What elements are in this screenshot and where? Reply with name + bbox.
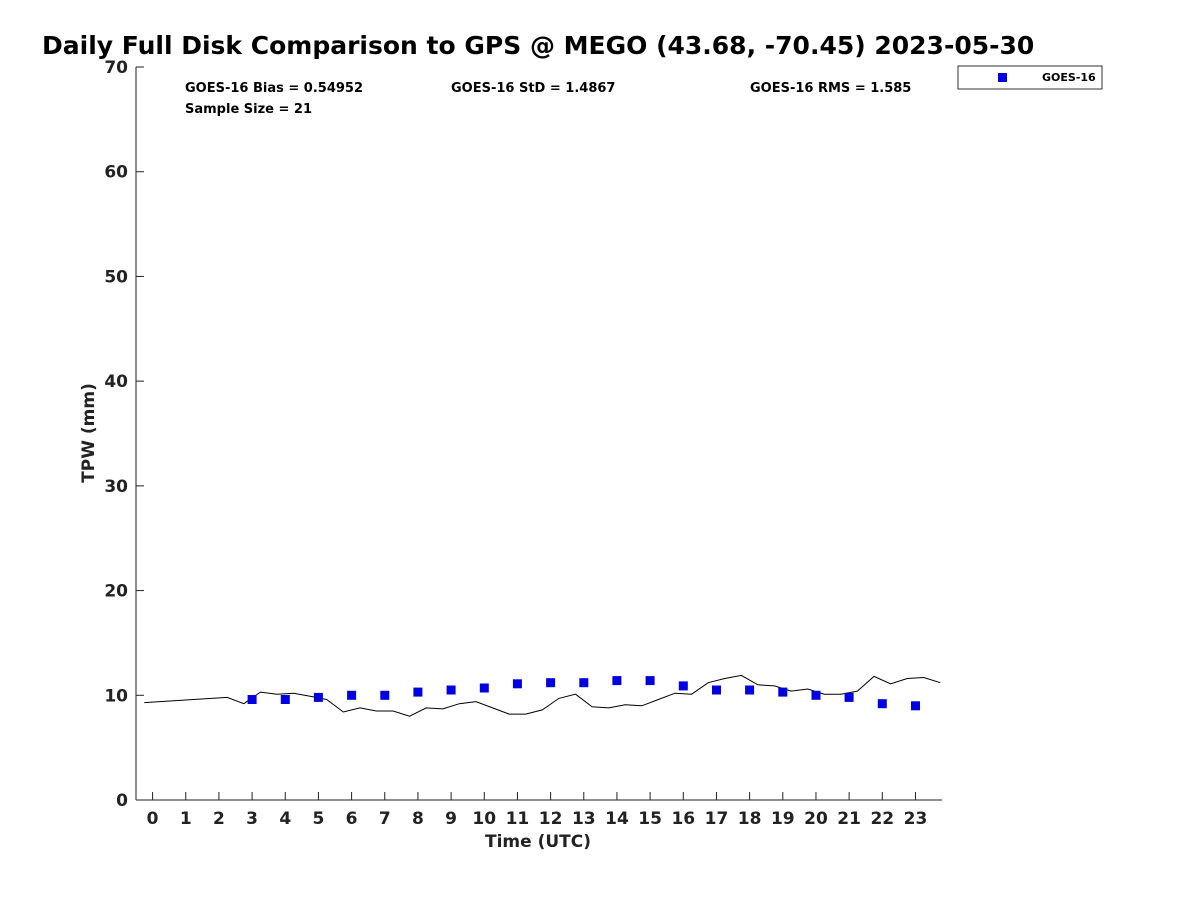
- goes16-data-point: [380, 690, 390, 700]
- goes16-data-point: [745, 685, 755, 695]
- goes16-data-point: [612, 676, 622, 686]
- y-tick-label: 40: [104, 372, 128, 392]
- goes16-data-point: [446, 685, 456, 695]
- goes16-data-point: [512, 679, 522, 689]
- y-tick-label: 30: [104, 477, 128, 497]
- rms-stat: GOES-16 RMS = 1.585: [750, 81, 911, 96]
- gps-line-layer: [144, 674, 941, 717]
- x-tick-label: 6: [346, 809, 358, 829]
- y-tick-label: 20: [104, 582, 128, 602]
- y-tick-label: 50: [104, 267, 128, 287]
- goes16-data-point: [347, 690, 357, 700]
- goes16-data-point: [877, 699, 887, 709]
- goes16-data-point: [413, 687, 423, 697]
- goes16-marker-layer: [247, 676, 920, 711]
- legend-box: [957, 65, 1103, 90]
- y-tick-label: 0: [116, 791, 128, 811]
- x-tick-label: 7: [379, 809, 391, 829]
- x-tick-label: 18: [738, 809, 762, 829]
- goes16-data-point: [911, 701, 920, 711]
- x-tick-label: 14: [605, 809, 629, 829]
- x-tick-label: 10: [472, 809, 496, 829]
- x-tick-label: 12: [539, 809, 563, 829]
- x-tick-label: 21: [837, 809, 861, 829]
- x-tick-label: 22: [870, 809, 894, 829]
- x-tick-label: 4: [279, 809, 291, 829]
- goes16-data-point: [546, 678, 556, 688]
- x-ticks: 0 1 2 3 4 5 6 7 8 9 10 11 12 13 14 15 16 17 18 19 20 21 22 23: [147, 792, 928, 829]
- x-tick-label: 20: [804, 809, 828, 829]
- bias-stat: GOES-16 Bias = 0.54952: [185, 81, 363, 96]
- y-axis-label: TPW (mm): [79, 383, 99, 483]
- y-tick-label: 60: [104, 163, 128, 183]
- x-tick-label: 15: [638, 809, 662, 829]
- gps-tpw-line: [144, 674, 941, 717]
- goes16-data-point: [678, 681, 688, 691]
- goes16-data-point: [778, 687, 788, 697]
- goes16-data-point: [645, 676, 655, 686]
- legend-marker-goes16: [998, 73, 1007, 82]
- x-tick-label: 16: [671, 809, 695, 829]
- y-tick-label: 10: [104, 686, 128, 706]
- goes16-data-point: [313, 692, 323, 702]
- y-tick-label: 70: [104, 58, 128, 78]
- goes16-data-point: [280, 695, 290, 704]
- std-stat: GOES-16 StD = 1.4867: [451, 81, 615, 96]
- goes16-data-point: [479, 683, 489, 693]
- x-tick-label: 19: [771, 809, 795, 829]
- x-tick-label: 11: [506, 809, 530, 829]
- goes16-data-point: [844, 692, 854, 702]
- goes16-data-point: [579, 678, 589, 688]
- goes16-data-point: [811, 690, 821, 700]
- x-axis-label: Time (UTC): [485, 832, 591, 852]
- x-tick-label: 2: [213, 809, 225, 829]
- x-tick-label: 3: [246, 809, 258, 829]
- axes: [135, 67, 942, 801]
- goes16-data-point: [712, 685, 721, 695]
- x-tick-label: 9: [445, 809, 457, 829]
- x-tick-label: 8: [412, 809, 424, 829]
- x-tick-label: 13: [572, 809, 596, 829]
- legend-label-goes16: GOES-16: [1042, 71, 1096, 84]
- x-tick-label: 0: [147, 809, 159, 829]
- x-tick-label: 1: [180, 809, 192, 829]
- chart-title: Daily Full Disk Comparison to GPS @ MEGO…: [42, 31, 1034, 60]
- sample-size-stat: Sample Size = 21: [185, 102, 312, 117]
- x-tick-label: 17: [705, 809, 729, 829]
- goes16-data-point: [247, 695, 257, 704]
- legend: GOES-16: [957, 65, 1103, 90]
- x-tick-label: 5: [313, 809, 325, 829]
- x-tick-label: 23: [904, 809, 928, 829]
- y-ticks: 0 10 20 30 40 50 60 70: [104, 58, 144, 811]
